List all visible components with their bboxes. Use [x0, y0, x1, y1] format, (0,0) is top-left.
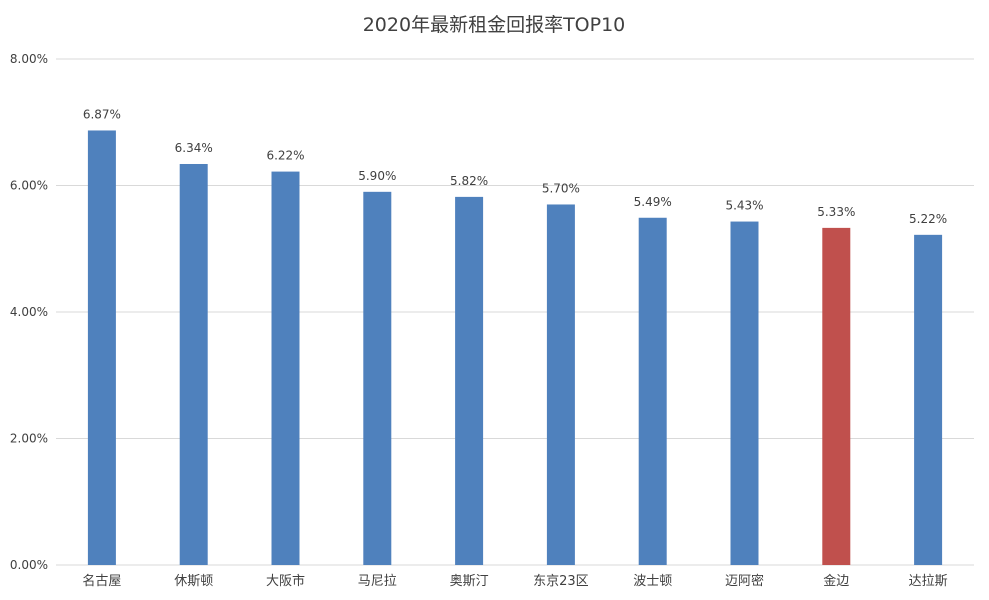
bar [271, 171, 300, 565]
bar [822, 227, 851, 565]
bars [87, 130, 943, 566]
y-tick-label: 8.00% [10, 52, 48, 66]
gridlines [56, 58, 974, 566]
x-axis-categories: 名古屋 休斯顿 大阪市 马尼拉 奥斯汀 东京23区 波士顿 迈阿密 金边 达拉斯 [82, 573, 947, 589]
data-label: 5.82% [450, 174, 488, 188]
category-label: 休斯顿 [174, 574, 213, 589]
bar [87, 130, 116, 565]
bar [730, 221, 759, 566]
y-tick-label: 0.00% [10, 558, 48, 572]
y-tick-label: 4.00% [10, 305, 48, 319]
category-label: 波士顿 [633, 574, 672, 589]
data-label: 5.33% [817, 205, 855, 219]
category-label: 达拉斯 [909, 574, 948, 589]
bar [455, 196, 484, 565]
category-label: 马尼拉 [358, 574, 397, 589]
category-label: 东京23区 [533, 574, 589, 589]
category-label: 金边 [823, 573, 849, 589]
chart-title: 2020年最新租金回报率TOP10 [363, 14, 626, 36]
bar [638, 217, 667, 565]
data-label: 5.90% [358, 169, 396, 183]
data-label: 5.22% [909, 212, 947, 226]
data-label: 6.87% [83, 107, 121, 121]
data-label: 5.49% [634, 195, 672, 209]
bar [179, 163, 208, 565]
category-label: 奥斯汀 [450, 574, 489, 589]
bar [363, 191, 392, 565]
category-label: 大阪市 [266, 573, 305, 589]
y-tick-label: 6.00% [10, 179, 48, 193]
bar [914, 234, 943, 565]
data-label: 6.34% [175, 141, 213, 155]
category-label: 名古屋 [82, 573, 121, 589]
data-labels: 6.87% 6.34% 6.22% 5.90% 5.82% 5.70% 5.49% 5.43%… [83, 107, 947, 225]
y-axis-ticks: 0.00% 2.00% 4.00% 6.00% 8.00% [10, 52, 48, 572]
bar [546, 204, 575, 565]
data-label: 5.70% [542, 181, 580, 195]
data-label: 5.43% [725, 199, 763, 213]
y-tick-label: 2.00% [10, 432, 48, 446]
category-label: 迈阿密 [725, 573, 764, 589]
data-label: 6.22% [266, 149, 304, 163]
